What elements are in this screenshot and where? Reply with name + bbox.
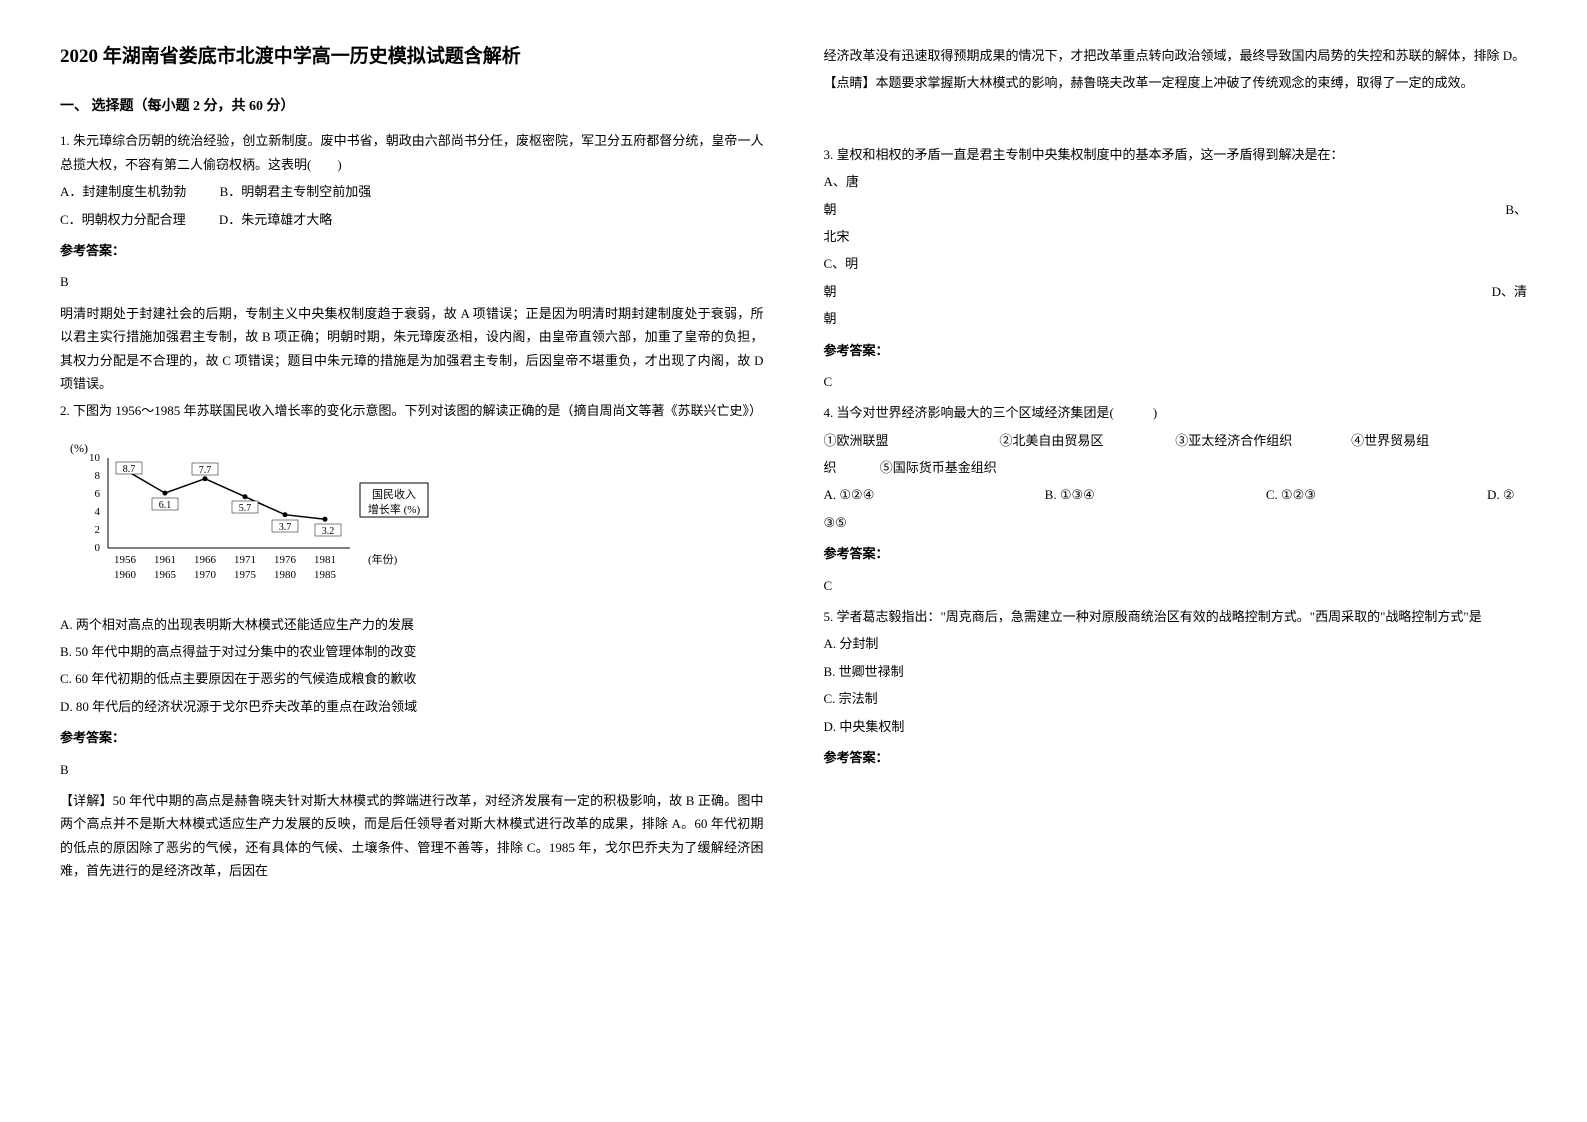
chart-marker [203,476,208,481]
xlab-b2: 1965 [154,569,177,581]
ytick-4: 4 [95,506,101,518]
q5-optB: B. 世卿世禄制 [824,660,1528,683]
q2-explain: 【详解】50 年代中期的高点是赫鲁晓夫针对斯大林模式的弊端进行改革，对经济发展有… [60,789,764,883]
chart-svg: (%) 0 2 4 6 8 10 8.7 6.1 7. [60,438,440,598]
q1-answer: B [60,270,764,293]
ytick-2: 2 [95,524,101,536]
val-4: 5.7 [239,503,252,514]
xlab-b4: 1975 [234,569,257,581]
left-column: 2020 年湖南省娄底市北渡中学高一历史模拟试题含解析 一、 选择题（每小题 2… [60,40,764,887]
q3-optB-line1: B、 [1505,198,1527,221]
q1-options-row2: C．明朝权力分配合理 D．朱元璋雄才大略 [60,208,764,231]
q4-subrow1: ①欧洲联盟 ②北美自由贸易区 ③亚太经济合作组织 ④世界贸易组 [824,429,1528,452]
q3-optB-line2: 北宋 [824,225,1528,248]
exam-title: 2020 年湖南省娄底市北渡中学高一历史模拟试题含解析 [60,40,764,74]
q4-sub1: ①欧洲联盟 [824,429,1000,452]
q3-optA-line1: A、唐 [824,170,1528,193]
xlab-t4: 1971 [234,554,256,566]
q3-optD-line2: 朝 [824,307,1528,330]
q4-options: A. ①②④ B. ①③④ C. ①②③ D. ② [824,483,1528,506]
q3-optD-line1: D、清 [1492,280,1527,303]
chart-marker [243,494,248,499]
q1-optA: A．封建制度生机勃勃 [60,180,186,203]
q4-optD2: ③⑤ [824,511,1528,534]
val-2: 6.1 [159,500,172,511]
q3-optC-line1: C、明 [824,252,1528,275]
ytick-8: 8 [95,470,101,482]
q3-answer: C [824,370,1528,393]
q4-optA: A. ①②④ [824,483,1045,506]
val-3: 7.7 [199,465,212,476]
q5-optD: D. 中央集权制 [824,715,1528,738]
q4-answer-label: 参考答案： [824,542,1528,565]
xlab-t3: 1966 [194,554,217,566]
xlab-t1: 1956 [114,554,137,566]
q1-optB: B．明朝君主专制空前加强 [220,180,372,203]
q3-optC-line2: 朝 [824,280,837,303]
xlab-t2: 1961 [154,554,176,566]
q2-continuation-1: 经济改革没有迅速取得预期成果的情况下，才把改革重点转向政治领域，最终导致国内局势… [824,44,1528,67]
section-heading: 一、 选择题（每小题 2 分，共 60 分） [60,94,764,119]
q3-answer-label: 参考答案： [824,339,1528,362]
right-column: 经济改革没有迅速取得预期成果的情况下，才把改革重点转向政治领域，最终导致国内局势… [824,40,1528,887]
q2-answer: B [60,758,764,781]
chart-marker [163,490,168,495]
q5-optC: C. 宗法制 [824,687,1528,710]
spacer [824,99,1528,139]
xlab-t5: 1976 [274,554,297,566]
xlab-b6: 1985 [314,569,337,581]
ytick-10: 10 [89,452,101,464]
ytick-6: 6 [95,488,101,500]
xlab-unit: (年份) [368,552,398,566]
q1-optC: C．明朝权力分配合理 [60,208,186,231]
val-1: 8.7 [123,464,136,475]
q3-line5: 朝 D、清 [824,280,1528,303]
q2-stem: 2. 下图为 1956～1985 年苏联国民收入增长率的变化示意图。下列对该图的… [60,399,764,422]
xlab-b5: 1980 [274,569,297,581]
q1-answer-label: 参考答案： [60,239,764,262]
q1-options-row1: A．封建制度生机勃勃 B．明朝君主专制空前加强 [60,180,764,203]
q2-optA: A. 两个相对高点的出现表明斯大林模式还能适应生产力的发展 [60,613,764,636]
q3-optA-line2: 朝 [824,198,837,221]
chart-marker [283,512,288,517]
val-6: 3.2 [322,526,335,537]
q5-optA: A. 分封制 [824,632,1528,655]
xlab-b1: 1960 [114,569,137,581]
q4-sub3: ③亚太经济合作组织 [1175,429,1351,452]
chart-ylabel: (%) [70,441,88,455]
q5-answer-label: 参考答案： [824,746,1528,769]
legend-2: 增长率 (%) [368,502,421,516]
q2-optC: C. 60 年代初期的低点主要原因在于恶劣的气候造成粮食的歉收 [60,667,764,690]
q1-stem: 1. 朱元璋综合历朝的统治经验，创立新制度。废中书省，朝政由六部尚书分任，废枢密… [60,129,764,176]
q2-optB: B. 50 年代中期的高点得益于对过分集中的农业管理体制的改变 [60,640,764,663]
q4-sub2: ②北美自由贸易区 [999,429,1175,452]
val-5: 3.7 [279,522,292,533]
q2-optD: D. 80 年代后的经济状况源于戈尔巴乔夫改革的重点在政治领域 [60,695,764,718]
q1-optD: D．朱元璋雄才大略 [219,208,332,231]
q2-chart: (%) 0 2 4 6 8 10 8.7 6.1 7. [60,438,440,598]
q4-stem: 4. 当今对世界经济影响最大的三个区域经济集团是( ) [824,401,1528,424]
q1-explain: 明清时期处于封建社会的后期，专制主义中央集权制度趋于衰弱，故 A 项错误；正是因… [60,302,764,396]
q4-subrow2: 织 ⑤国际货币基金组织 [824,456,1528,479]
xlab-b3: 1970 [194,569,217,581]
q4-sub4: ④世界贸易组 [1351,429,1527,452]
xlab-t6: 1981 [314,554,336,566]
ytick-0: 0 [95,542,101,554]
legend-1: 国民收入 [372,487,416,501]
chart-marker [323,516,328,521]
q4-answer: C [824,574,1528,597]
q3-stem: 3. 皇权和相权的矛盾一直是君主专制中央集权制度中的基本矛盾，这一矛盾得到解决是… [824,143,1528,166]
q2-answer-label: 参考答案： [60,726,764,749]
q4-optD: D. ② [1487,483,1527,506]
q4-sub6: ⑤国际货币基金组织 [880,460,997,475]
q3-line2: 朝 B、 [824,198,1528,221]
q5-stem: 5. 学者葛志毅指出："周克商后，急需建立一种对原殷商统治区有效的战略控制方式。… [824,605,1528,628]
q4-optC: C. ①②③ [1266,483,1487,506]
q2-continuation-2: 【点睛】本题要求掌握斯大林模式的影响，赫鲁晓夫改革一定程度上冲破了传统观念的束缚… [824,71,1528,94]
q4-sub5: 织 [824,460,837,475]
chart-line [125,469,325,519]
q4-optB: B. ①③④ [1045,483,1266,506]
